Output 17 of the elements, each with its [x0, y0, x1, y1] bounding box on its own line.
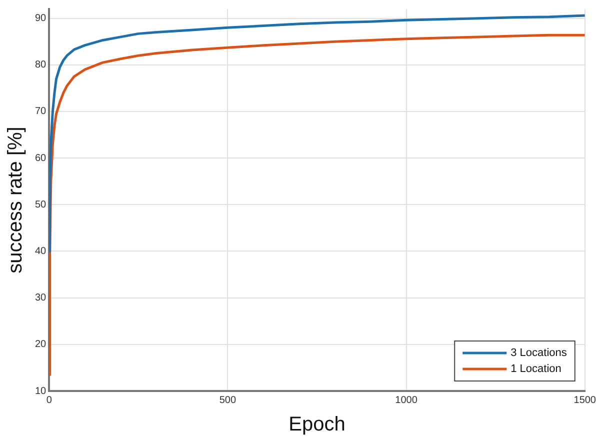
y-tick-label: 30 — [35, 292, 47, 304]
x-tick-label: 1500 — [574, 394, 596, 406]
x-axis-title: Epoch — [288, 414, 346, 436]
legend-label: 3 Locations — [510, 347, 568, 360]
y-tick-label: 20 — [35, 339, 47, 350]
x-tick-label: 500 — [219, 394, 236, 406]
x-tick-label: 1000 — [395, 394, 418, 406]
legend-label: 1 Location — [510, 363, 562, 376]
x-tick-label: 0 — [46, 394, 52, 406]
y-axis-title: success rate [%] — [4, 126, 27, 274]
y-tick-label: 10 — [35, 386, 47, 397]
y-tick-label: 70 — [35, 106, 47, 118]
y-tick-label: 80 — [35, 60, 47, 71]
y-tick-label: 90 — [35, 13, 47, 24]
y-tick-label: 60 — [35, 152, 47, 164]
y-tick-label: 40 — [35, 246, 47, 257]
y-tick-label: 50 — [35, 199, 47, 210]
